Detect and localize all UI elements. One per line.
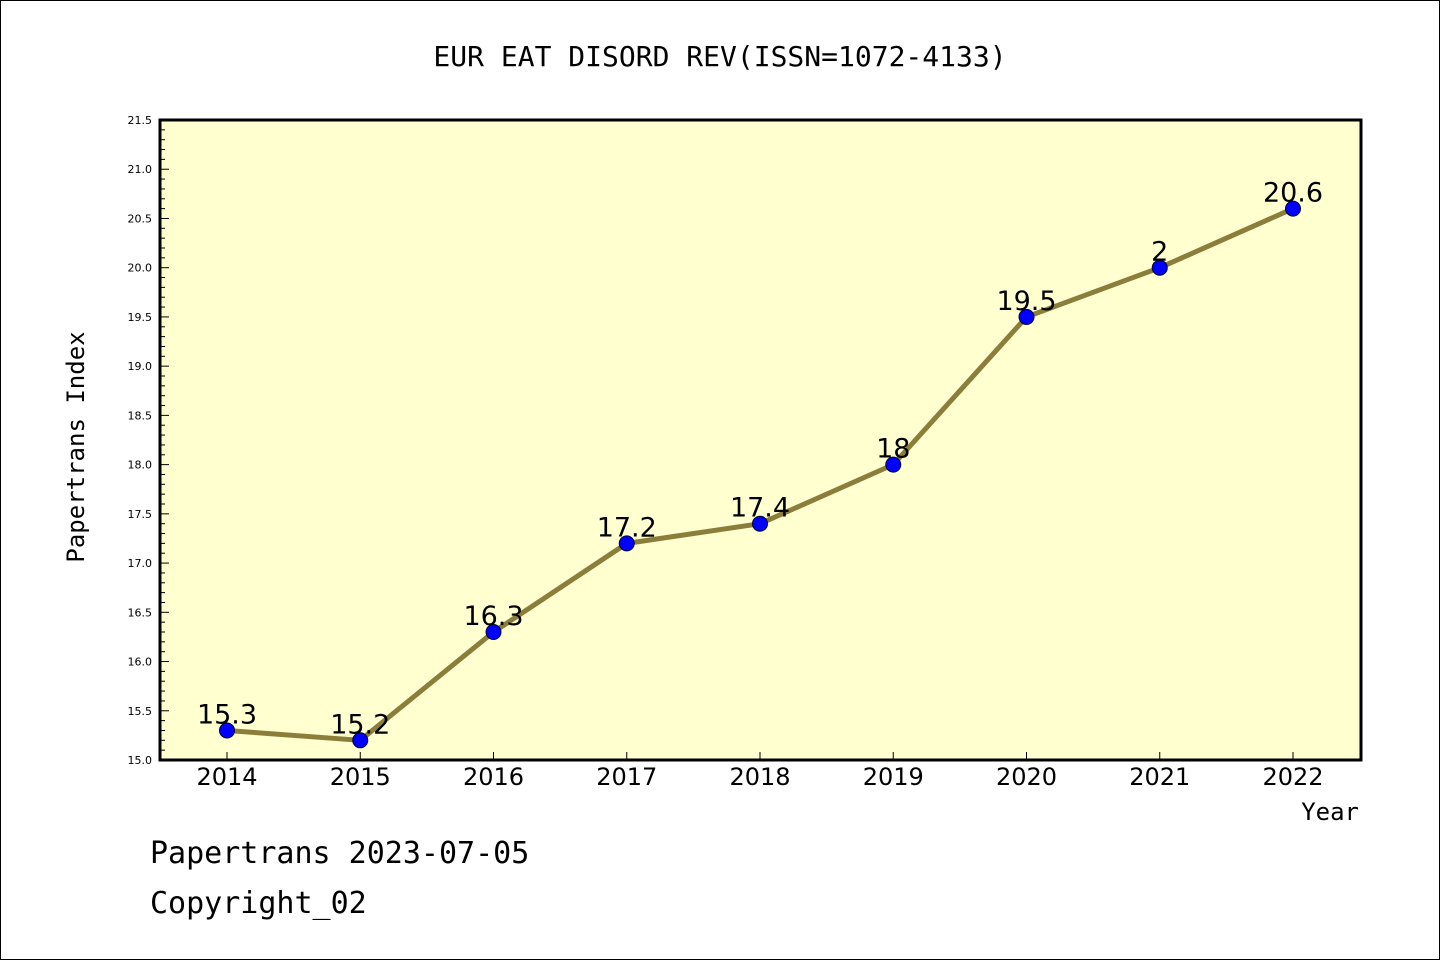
x-tick-label: 2019 [863,763,924,791]
data-labels: 15.3 15.2 16.3 17.2 17.4 18 19.5 2 20.6 [197,178,1323,741]
data-point [1151,259,1168,276]
y-tick-label: 17.0 [128,557,153,570]
data-point [1285,200,1301,217]
footer-copyright: Copyright_02 [150,886,367,921]
y-axis: 15.0 15.5 16.0 16.5 17.0 17.5 18.0 18.5 19.0 19.5… [128,114,169,767]
y-tick-label: 20.0 [128,262,153,275]
x-tick-label: 2018 [729,763,790,791]
y-tick-label: 20.5 [128,212,153,225]
data-point [1018,308,1035,325]
plot-border [158,118,1363,762]
plot-area [160,120,1361,760]
data-point [352,732,369,749]
y-tick-label: 21.0 [128,163,153,176]
y-axis-label: Papertrans Index [62,331,90,562]
y-tick-label: 21.5 [128,114,153,127]
chart-title: EUR EAT DISORD REV(ISSN=1072-4133) [433,40,1006,73]
y-tick-label: 16.5 [128,606,153,619]
data-point [752,515,768,532]
data-point [485,624,502,640]
x-tick-label: 2022 [1262,763,1323,791]
data-point [219,722,235,739]
x-tick-label: 2014 [196,763,257,791]
data-label: 16.3 [463,601,523,632]
data-label: 20.6 [1263,178,1323,209]
y-tick-label: 15.5 [128,705,153,718]
data-label: 2 [1151,237,1168,268]
x-tick-label: 2021 [1129,763,1190,791]
data-label: 19.5 [996,286,1056,317]
y-tick-label: 19.0 [128,360,153,373]
y-tick-label: 18.0 [128,459,153,472]
data-label: 17.4 [730,493,790,524]
data-label: 15.2 [330,709,390,740]
data-points [219,200,1301,749]
x-tick-label: 2020 [996,763,1057,791]
y-tick-label: 17.5 [128,508,153,521]
y-tick-label: 16.0 [128,656,153,669]
y-tick-label: 19.5 [128,311,153,324]
data-point [885,456,902,473]
data-label: 17.2 [597,512,657,543]
y-tick-label: 18.5 [128,409,153,422]
x-tick-label: 2017 [596,763,657,791]
x-axis-label: Year [1301,798,1359,826]
y-tick-label: 15.0 [128,754,153,767]
data-label: 15.3 [197,699,257,730]
data-label: 18 [876,434,910,465]
data-point [618,535,635,552]
x-axis: 2014 2015 2016 2017 2018 2019 2020 2021 2022 [196,752,1324,791]
footer-date: Papertrans 2023-07-05 [150,836,529,871]
x-tick-label: 2016 [463,763,524,791]
x-tick-label: 2015 [330,763,391,791]
